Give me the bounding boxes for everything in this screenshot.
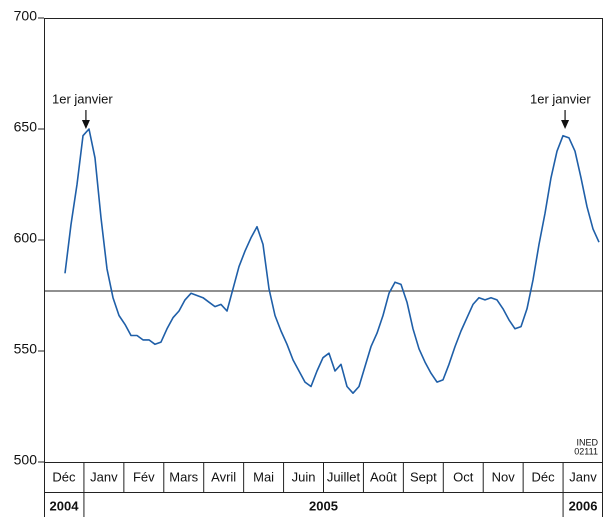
- source-label: 02111: [574, 446, 598, 456]
- x-tick-label: Mai: [253, 469, 274, 484]
- y-tick-label: 500: [14, 452, 38, 468]
- x-tick-label: Nov: [492, 469, 516, 484]
- y-tick-label: 550: [14, 341, 38, 357]
- x-tick-label: Mars: [169, 469, 198, 484]
- year-label: 2006: [569, 498, 598, 513]
- y-tick-label: 700: [14, 8, 38, 24]
- annotation-arrowhead: [561, 120, 570, 129]
- annotation-arrowhead: [81, 120, 90, 129]
- x-tick-label: Déc: [532, 469, 556, 484]
- year-label: 2004: [50, 498, 80, 513]
- data-line: [64, 128, 600, 395]
- x-tick-label: Août: [370, 469, 397, 484]
- x-tick-label: Sept: [410, 469, 437, 484]
- x-tick-label: Juin: [292, 469, 316, 484]
- year-label: 2005: [309, 498, 338, 513]
- x-tick-label: Avril: [211, 469, 236, 484]
- x-tick-label: Oct: [453, 469, 474, 484]
- annotation: 1er janvier: [52, 91, 113, 106]
- x-tick-label: Janv: [569, 469, 597, 484]
- x-tick-label: Déc: [52, 469, 76, 484]
- source-label: INED: [576, 437, 598, 447]
- plot-frame: [44, 18, 603, 463]
- x-tick-label: Janv: [90, 469, 118, 484]
- x-tick-label: Fév: [133, 469, 155, 484]
- x-tick-label: Juillet: [327, 469, 361, 484]
- y-tick-label: 600: [14, 230, 38, 246]
- y-tick-label: 650: [14, 119, 38, 135]
- annotation: 1er janvier: [530, 91, 591, 106]
